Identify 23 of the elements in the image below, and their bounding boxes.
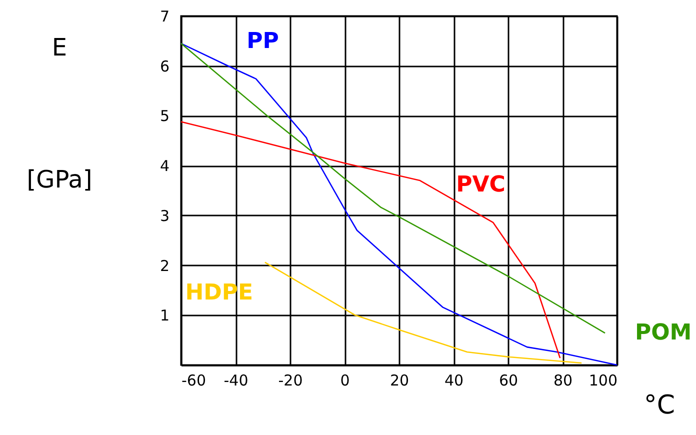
x-tick-label: 0	[340, 372, 350, 390]
x-tick-label: 40	[444, 372, 464, 390]
x-tick-label: -20	[278, 372, 303, 390]
x-tick-label: 20	[390, 372, 410, 390]
series-label: PVC	[456, 172, 506, 198]
y-tick-label: 7	[160, 8, 170, 26]
y-tick-label: 6	[160, 57, 170, 76]
y-tick-label: 5	[160, 107, 170, 126]
y-tick-label: 4	[160, 157, 170, 176]
series-label: PP	[246, 28, 279, 54]
y-tick-label: 1	[160, 306, 170, 325]
y-tick-label: 3	[160, 206, 170, 225]
text: E [GPa]	[26, 34, 92, 194]
line-series	[264, 262, 582, 364]
x-tick-label: 60	[498, 372, 518, 390]
x-tick-label: 100	[588, 372, 618, 390]
line-series	[180, 121, 561, 359]
x-tick-label: -60	[182, 372, 206, 390]
y-tick-label: 2	[160, 256, 170, 275]
x-tick-label: 80	[553, 372, 573, 390]
x-axis-title: °C	[644, 390, 676, 420]
series-label: POM	[634, 320, 692, 346]
x-tick-label: -40	[224, 372, 248, 390]
